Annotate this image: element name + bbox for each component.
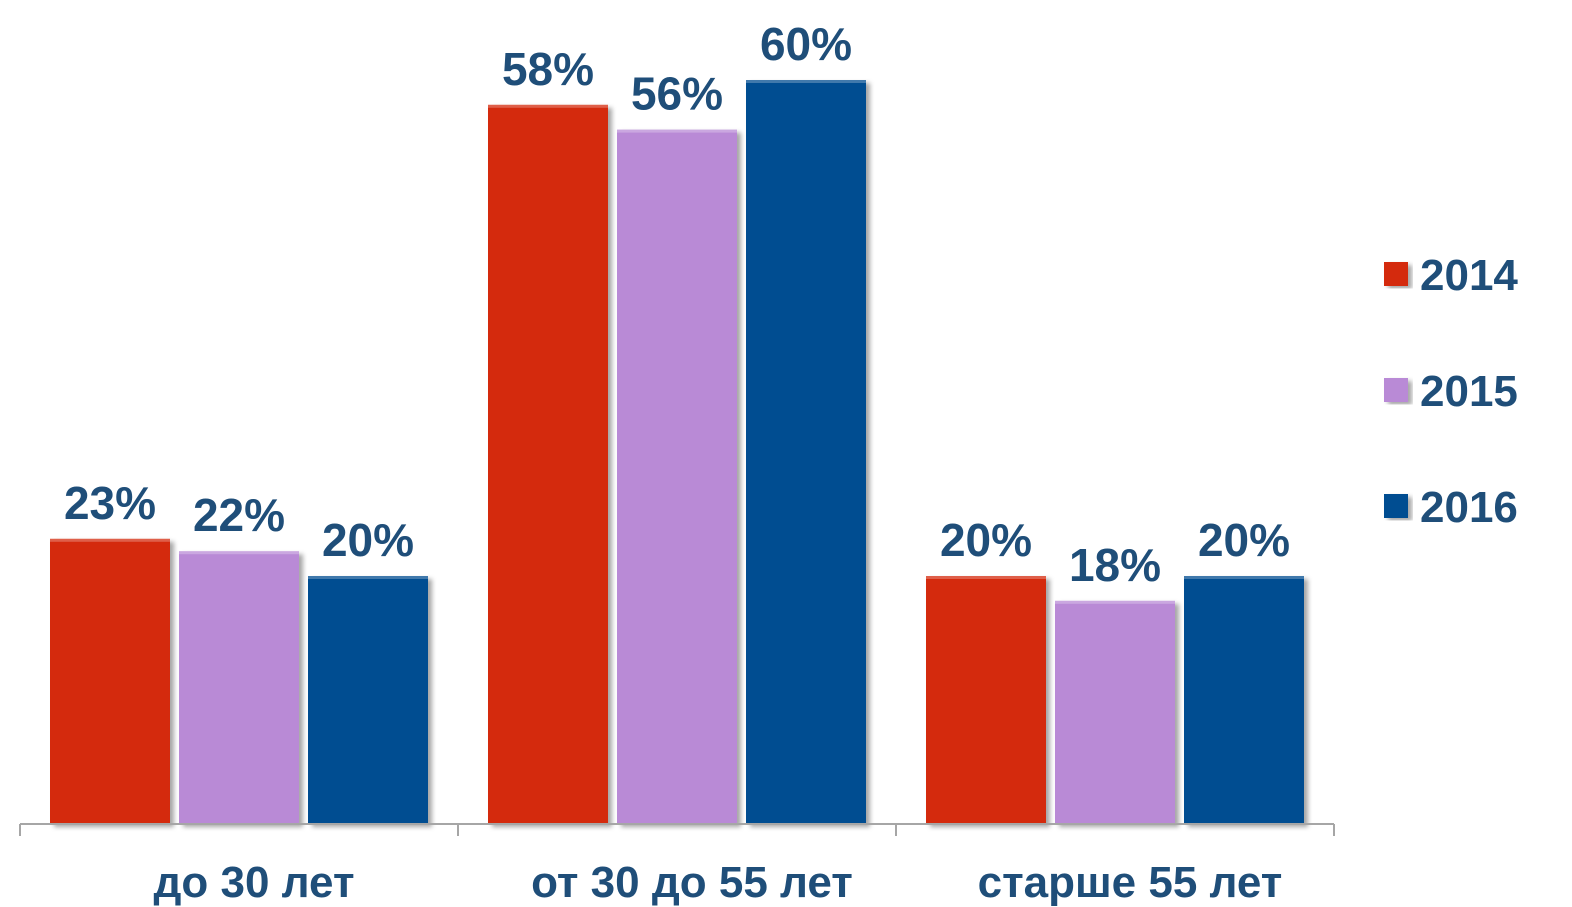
value-label-2015-2: 18% <box>1069 539 1161 591</box>
value-labels-group: 23% 22% 20% 58% 56% 60% 20% 18% 20% <box>64 18 1290 591</box>
bar-2015-2 <box>1055 600 1175 824</box>
x-axis <box>19 823 1335 836</box>
value-label-2016-1: 60% <box>760 18 852 70</box>
value-label-2016-0: 20% <box>322 514 414 566</box>
bar-2014-1 <box>488 104 608 825</box>
bar-highlight-2014-2 <box>926 576 1046 579</box>
bar-highlight-2016-2 <box>1184 576 1304 579</box>
value-label-2014-1: 58% <box>502 43 594 95</box>
bar-2016-0 <box>308 576 428 824</box>
bar-2014-0 <box>50 538 170 824</box>
bar-2014-2 <box>926 576 1046 824</box>
value-label-2014-2: 20% <box>940 514 1032 566</box>
bar-highlight-2015-0 <box>179 551 299 555</box>
bar-highlight-2014-0 <box>50 538 170 542</box>
value-label-2016-2: 20% <box>1198 514 1290 566</box>
value-label-2015-1: 56% <box>631 68 723 120</box>
value-label-2014-0: 23% <box>64 477 156 529</box>
value-label-2015-0: 22% <box>193 489 285 541</box>
bar-highlight-2015-1 <box>617 129 737 133</box>
legend-label-2015: 2015 <box>1420 367 1518 416</box>
bar-2015-0 <box>179 551 299 824</box>
bar-highlight-2015-2 <box>1055 600 1175 604</box>
bar-highlight-2016-1 <box>746 80 866 83</box>
legend-label-2014: 2014 <box>1420 251 1518 300</box>
bar-highlight-2014-1 <box>488 104 608 108</box>
bar-2016-1 <box>746 80 866 824</box>
legend-swatch-2016 <box>1384 494 1408 518</box>
category-label-0: до 30 лет <box>153 858 354 907</box>
bar-2016-2 <box>1184 576 1304 824</box>
category-label-1: от 30 до 55 лет <box>531 858 853 907</box>
bar-highlight-2016-0 <box>308 576 428 579</box>
legend-swatch-2015 <box>1384 378 1408 402</box>
bar-2015-1 <box>617 129 737 825</box>
legend-label-2016: 2016 <box>1420 483 1518 532</box>
category-labels-group: до 30 лет от 30 до 55 лет старше 55 лет <box>153 858 1282 907</box>
legend-swatch-2014 <box>1384 262 1408 286</box>
legend: 2014 2015 2016 <box>1384 251 1518 532</box>
category-label-2: старше 55 лет <box>978 858 1283 907</box>
bars-group <box>50 80 1304 825</box>
